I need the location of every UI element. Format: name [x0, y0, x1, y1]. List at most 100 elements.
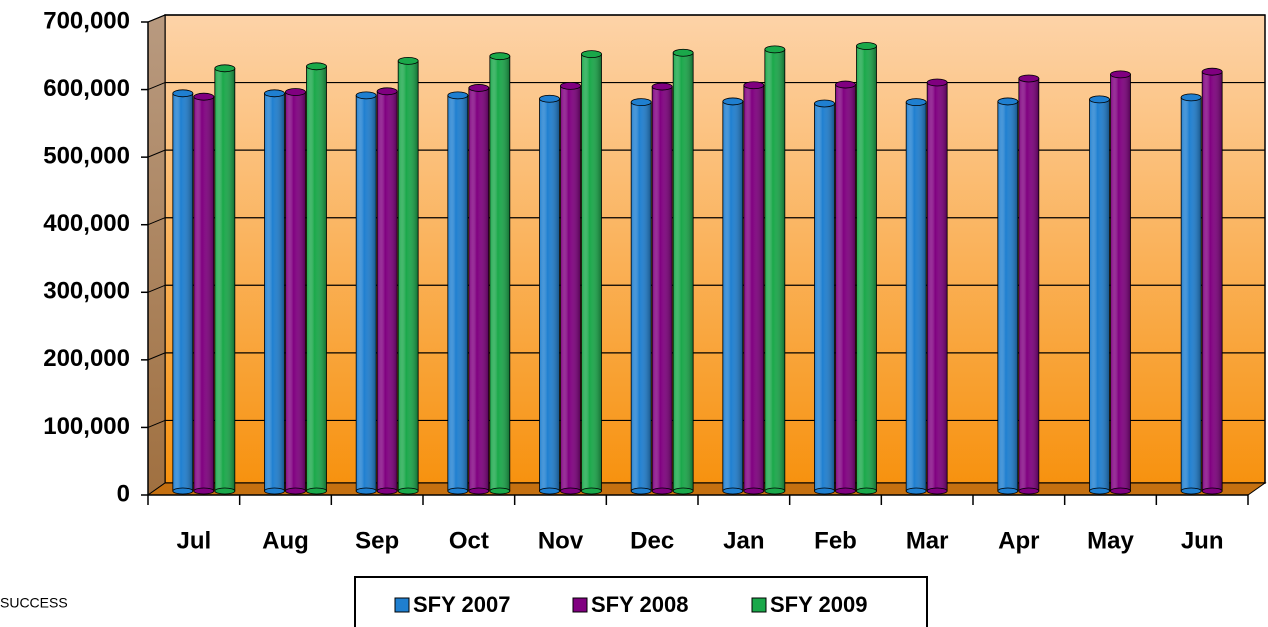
bar-top: [489, 52, 511, 61]
grid-line-side: [147, 82, 166, 91]
legend: [354, 576, 928, 627]
x-tick-label: Sep: [355, 527, 399, 554]
bar-shade: [397, 60, 419, 492]
bar-top: [630, 98, 652, 107]
y-tick-label: 300,000: [43, 278, 130, 305]
bar-bottom: [926, 487, 948, 495]
bar-shade: [1089, 99, 1110, 492]
legend-label: SFY 2009: [770, 592, 867, 617]
bar-bottom: [630, 487, 652, 495]
grid-line-side: [147, 352, 166, 361]
x-tick-label: Feb: [814, 527, 857, 554]
bar-bottom: [856, 487, 877, 495]
bar-shade: [905, 101, 927, 492]
x-tick-label: Mar: [906, 527, 949, 554]
bar-bottom: [814, 487, 835, 495]
bar-bottom: [1018, 487, 1040, 495]
bar-shade: [581, 53, 602, 492]
y-tick-label: 400,000: [43, 210, 130, 237]
bar-top: [743, 81, 765, 90]
y-tick-label: 100,000: [43, 413, 130, 440]
x-tick-label: Apr: [998, 527, 1039, 554]
bar-top: [397, 56, 419, 65]
bar-bottom: [905, 487, 927, 495]
legend-label: SFY 2008: [591, 592, 688, 617]
bar-shade: [743, 84, 765, 492]
x-tick-label: Oct: [449, 527, 489, 554]
bar-top: [355, 91, 377, 100]
bar-shade: [214, 67, 236, 492]
bar-top: [264, 89, 285, 98]
bar-shade: [447, 94, 469, 492]
bar-shade: [172, 92, 194, 492]
grid-line-side: [147, 149, 166, 158]
bar-top: [285, 88, 306, 96]
bar-shade: [376, 90, 398, 492]
bar-shade: [856, 45, 877, 492]
bar-top: [814, 99, 835, 108]
bar-top: [172, 89, 194, 98]
bar-top: [447, 91, 469, 100]
y-tick-label: 500,000: [43, 142, 130, 169]
y-tick-label: 200,000: [43, 345, 130, 372]
bar-bottom: [1110, 487, 1131, 495]
bar-bottom: [835, 487, 856, 495]
bar-bottom: [539, 487, 560, 495]
x-tick-label: Nov: [538, 527, 584, 554]
bar-top: [651, 82, 673, 91]
bar-top: [1089, 95, 1110, 104]
bar-bottom: [193, 487, 215, 495]
bar-shade: [672, 52, 694, 492]
bar-shade: [489, 55, 511, 492]
bar-bottom: [743, 487, 765, 495]
bar-bottom: [1089, 487, 1110, 495]
bar-top: [376, 87, 398, 96]
bar-bottom: [672, 487, 694, 495]
bar-shade: [468, 87, 490, 492]
bar-bottom: [468, 487, 490, 495]
y-tick-label: 600,000: [43, 75, 130, 102]
bar-bottom: [376, 487, 398, 495]
bar-shade: [651, 86, 673, 492]
bar-shade: [264, 92, 285, 492]
x-tick-label: Jun: [1181, 527, 1224, 554]
bar-top: [193, 92, 215, 101]
bar-top: [672, 48, 694, 57]
bar-bottom: [306, 487, 327, 495]
bar-bottom: [1180, 487, 1202, 495]
bar-shade: [1018, 78, 1040, 492]
bar-top: [581, 50, 602, 59]
bar-top: [835, 80, 856, 89]
bar-shade: [764, 49, 786, 492]
bar-top: [1201, 67, 1223, 76]
legend-swatch: [751, 597, 767, 613]
bar-top: [468, 84, 490, 92]
y-tick-label: 700,000: [43, 7, 130, 34]
bar-shade: [1180, 96, 1202, 492]
bar-top: [764, 45, 786, 54]
bar-bottom: [285, 487, 306, 495]
bar-bottom: [214, 487, 236, 495]
bar-top: [1018, 74, 1040, 83]
x-tick-label: Aug: [262, 527, 309, 554]
legend-swatch: [394, 597, 410, 613]
bar-bottom: [355, 487, 377, 495]
bar-bottom: [560, 487, 581, 495]
bar-top: [905, 98, 927, 107]
bar-bottom: [997, 487, 1019, 495]
bar-bottom: [264, 487, 285, 495]
bar-shade: [1110, 74, 1131, 492]
bar-shade: [814, 103, 835, 492]
legend-swatch: [572, 597, 588, 613]
bar-bottom: [722, 487, 744, 495]
bar-bottom: [581, 487, 602, 495]
bar-top: [722, 97, 744, 106]
bar-bottom: [489, 487, 511, 495]
bar-shade: [193, 96, 215, 492]
bar-shade: [1201, 71, 1223, 492]
annotation: SUCCESS: [0, 595, 68, 611]
bar-bottom: [1201, 487, 1223, 495]
bar-top: [1110, 70, 1131, 79]
x-tick-label: Jan: [723, 527, 764, 554]
